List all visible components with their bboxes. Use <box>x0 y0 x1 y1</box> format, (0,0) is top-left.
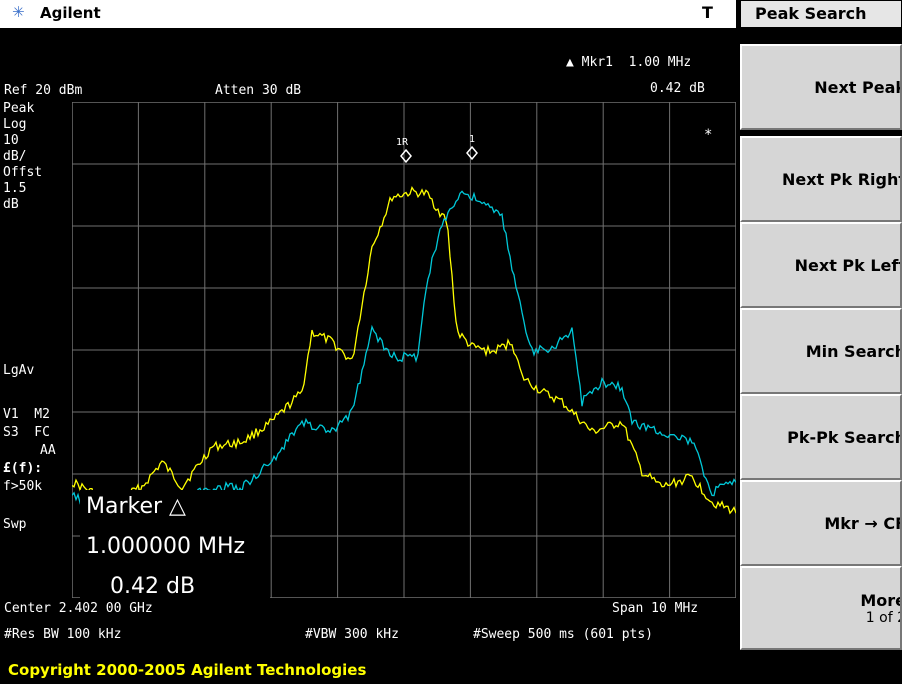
trace-1-yellow <box>72 185 736 515</box>
offset-unit: dB <box>3 197 19 212</box>
brand-name: Agilent <box>40 4 101 22</box>
copyright-text: Copyright 2000-2005 Agilent Technologies <box>8 661 367 679</box>
offset-value: 1.5 <box>3 181 27 196</box>
frequency-span: Span 10 MHz <box>612 601 699 616</box>
scale-unit: dB/ <box>3 149 27 164</box>
filter-label: f>50k <box>3 479 43 494</box>
marker-readout-freq: ▲ Mkr1 1.00 MHz <box>566 55 692 70</box>
marker-readout-amp: 0.42 dB <box>650 81 705 96</box>
trace-mode-s3fc: S3 FC <box>3 425 50 440</box>
average-label: LgAv <box>3 363 35 378</box>
spectrum-plot[interactable]: 1R 1 * <box>72 102 736 598</box>
softkey-next-peak[interactable]: Next Peak <box>740 44 902 130</box>
detector-label: Peak <box>3 101 35 116</box>
marker-1-diamond-icon <box>466 145 478 161</box>
softkey-min-search[interactable]: Min Search <box>740 308 902 394</box>
sweep-time: #Sweep 500 ms (601 pts) <box>473 627 654 642</box>
softkey-next-pk-right[interactable]: Next Pk Right <box>740 136 902 222</box>
center-frequency: Center 2.402 00 GHz <box>4 601 153 616</box>
softkey-more-page: 1 of 2 <box>865 609 902 626</box>
marker-delta-box: Marker △ 1.000000 MHz 0.42 dB <box>80 490 270 628</box>
scale-type-label: Log <box>3 117 27 132</box>
softkey-mkr-to-cf[interactable]: Mkr → CF <box>740 480 902 566</box>
ref-level: Ref 20 dBm <box>4 83 83 98</box>
resolution-bandwidth: #Res BW 100 kHz <box>4 627 122 642</box>
sweep-label: Swp <box>3 517 27 532</box>
marker-box-amplitude: 0.42 dB <box>110 574 196 599</box>
spectrum-display: ▲ Mkr1 1.00 MHz 0.42 dB Ref 20 dBm Atten… <box>0 30 736 650</box>
marker-1r-label: 1R <box>396 137 409 148</box>
video-bandwidth: #VBW 300 kHz <box>305 627 399 642</box>
marker-box-frequency: 1.000000 MHz <box>86 534 246 559</box>
marker-1r-diamond-icon <box>400 148 412 164</box>
average-asterisk: * <box>704 127 712 143</box>
instrument-title-bar: ✳ Agilent T <box>0 0 736 30</box>
softkey-menu-title: Peak Search <box>740 0 902 28</box>
copyright-bar: Copyright 2000-2005 Agilent Technologies <box>0 656 902 684</box>
marker-1[interactable]: 1 <box>466 134 478 161</box>
attenuation: Atten 30 dB <box>215 83 302 98</box>
marker-1r[interactable]: 1R <box>396 137 412 164</box>
agilent-spark-icon: ✳ <box>12 3 25 21</box>
offset-label: Offst <box>3 165 43 180</box>
marker-1-label: 1 <box>469 134 475 145</box>
trace-mode-aa: AA <box>40 443 56 458</box>
trace-mode-v1m2: V1 M2 <box>3 407 50 422</box>
softkey-next-pk-left[interactable]: Next Pk Left <box>740 222 902 308</box>
function-label: £(f): <box>3 461 43 476</box>
scale-value: 10 <box>3 133 19 148</box>
graticule <box>72 102 736 598</box>
trigger-flag: T <box>702 3 713 22</box>
softkey-more[interactable]: More 1 of 2 <box>740 566 902 650</box>
marker-box-title: Marker △ <box>86 494 186 519</box>
softkey-panel: Peak Search Next Peak Next Pk Right Next… <box>736 0 902 650</box>
softkey-pk-pk-search[interactable]: Pk-Pk Search <box>740 394 902 480</box>
